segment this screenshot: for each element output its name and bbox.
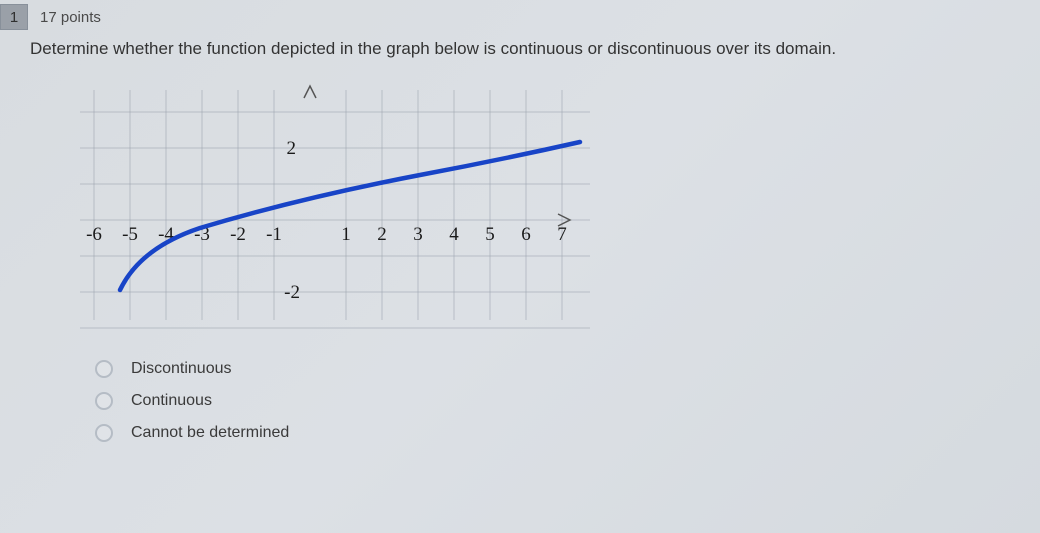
x-tick-label: 4 <box>449 223 459 244</box>
graph-svg: -6-5-4-3-2-112345672-2 <box>60 80 610 340</box>
radio-icon[interactable] <box>95 424 113 442</box>
x-tick-label: 2 <box>377 223 387 244</box>
x-tick-label: -1 <box>266 223 282 244</box>
answer-options: Discontinuous Continuous Cannot be deter… <box>95 360 1040 442</box>
option-row[interactable]: Continuous <box>95 392 1040 410</box>
x-tick-label: -6 <box>86 223 102 244</box>
points-label: 17 points <box>40 9 101 26</box>
radio-icon[interactable] <box>95 392 113 410</box>
x-tick-label: 6 <box>521 223 531 244</box>
option-label: Cannot be determined <box>131 424 289 442</box>
x-tick-label: 1 <box>341 223 351 244</box>
radio-icon[interactable] <box>95 360 113 378</box>
x-tick-label: -5 <box>122 223 138 244</box>
option-row[interactable]: Cannot be determined <box>95 424 1040 442</box>
x-tick-label: -2 <box>230 223 246 244</box>
y-axis-arrow-icon <box>304 86 316 98</box>
question-header: 1 17 points <box>0 0 1040 30</box>
question-prompt: Determine whether the function depicted … <box>0 30 1040 62</box>
option-row[interactable]: Discontinuous <box>95 360 1040 378</box>
question-number: 1 <box>10 9 18 26</box>
y-tick-label: 2 <box>287 138 297 159</box>
y-tick-label: -2 <box>284 282 300 303</box>
x-tick-label: 7 <box>557 223 567 244</box>
graph-container: -6-5-4-3-2-112345672-2 <box>60 80 610 340</box>
x-tick-label: 5 <box>485 223 495 244</box>
option-label: Discontinuous <box>131 360 232 378</box>
function-curve <box>120 142 580 290</box>
x-tick-label: 3 <box>413 223 423 244</box>
option-label: Continuous <box>131 392 212 410</box>
question-number-badge: 1 <box>0 4 28 30</box>
